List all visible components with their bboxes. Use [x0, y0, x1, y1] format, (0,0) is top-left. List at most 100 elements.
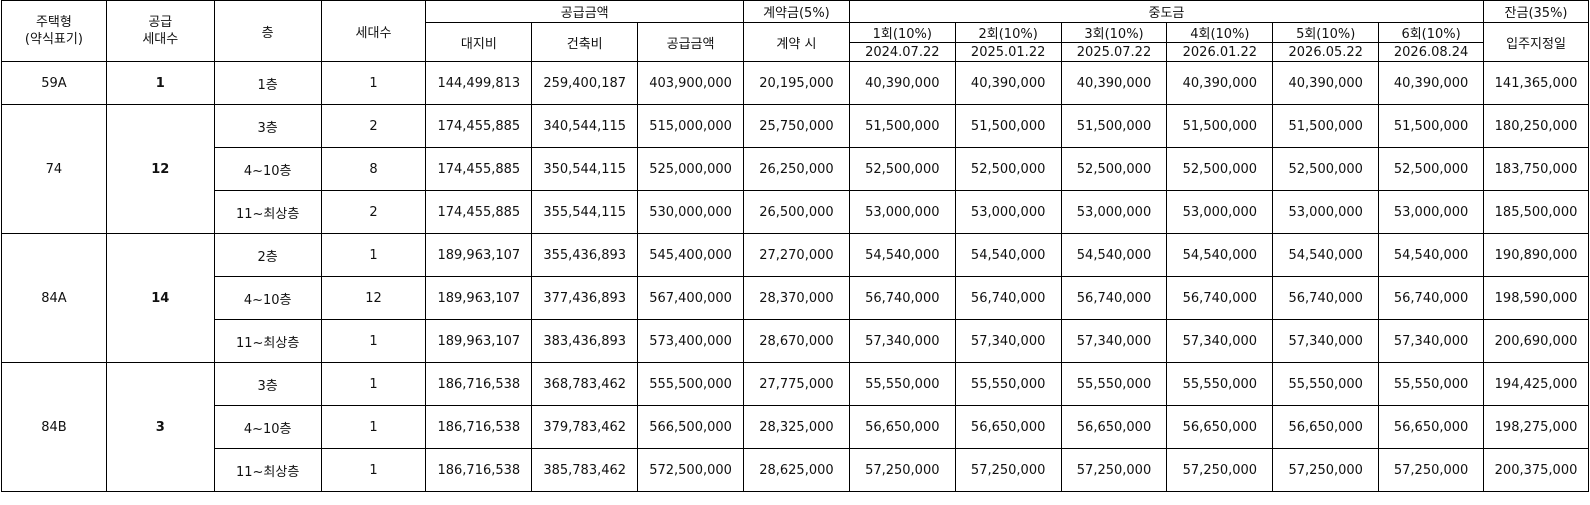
cell-land-cost: 174,455,885 — [425, 147, 533, 191]
cell-land-cost: 174,455,885 — [425, 104, 533, 148]
cell-interim-1: 55,550,000 — [848, 362, 956, 406]
cell-interim-2: 51,500,000 — [954, 104, 1062, 148]
cell-floor: 1층 — [213, 61, 322, 105]
header-supply-amount: 공급금액 — [425, 0, 744, 23]
cell-balance: 185,500,000 — [1483, 190, 1589, 234]
cell-interim-4: 57,250,000 — [1166, 448, 1274, 492]
cell-building-cost: 259,400,187 — [531, 61, 639, 105]
cell-interim-2: 55,550,000 — [954, 362, 1062, 406]
table-row: 59A 1 1층 1 144,499,813 259,400,187 403,900,000… — [1, 61, 1589, 105]
table-row: 4~10층 8 174,455,885 350,544,115 525,000,000 2… — [2, 147, 1589, 191]
cell-interim-6: 52,500,000 — [1378, 147, 1485, 191]
cell-land-cost: 186,716,538 — [425, 448, 533, 492]
cell-interim-6: 56,650,000 — [1378, 405, 1485, 449]
cell-floor: 11~최상층 — [213, 448, 322, 492]
cell-interim-4: 57,340,000 — [1166, 319, 1274, 363]
cell-building-cost: 379,783,462 — [531, 405, 639, 449]
cell-interim-4: 40,390,000 — [1166, 61, 1274, 105]
cell-interim-5: 54,540,000 — [1272, 233, 1380, 277]
table-header: 주택형 (약식표기) 공급 세대수 층 세대수 공급금액 계약금(5%) 중도금… — [1, 0, 1589, 62]
cell-balance: 180,250,000 — [1483, 104, 1589, 148]
cell-interim-3: 52,500,000 — [1060, 147, 1168, 191]
cell-deposit: 26,250,000 — [743, 147, 850, 191]
cell-interim-5: 57,250,000 — [1272, 448, 1380, 492]
cell-floor: 2층 — [213, 233, 322, 277]
cell-building-cost: 340,544,115 — [531, 104, 639, 148]
cell-interim-4: 56,650,000 — [1166, 405, 1274, 449]
header-deposit: 계약금(5%) — [743, 0, 850, 23]
cell-interim-6: 56,740,000 — [1378, 276, 1485, 320]
header-balance: 잔금(35%) — [1483, 0, 1589, 23]
table-row: 74 12 3층 2 174,455,885 340,544,115 515,000,000… — [1, 104, 1589, 234]
cell-land-cost: 189,963,107 — [425, 233, 533, 277]
cell-building-cost: 368,783,462 — [531, 362, 639, 406]
cell-deposit: 28,325,000 — [743, 405, 850, 449]
header-supply-units: 공급 세대수 — [105, 0, 215, 62]
cell-interim-3: 40,390,000 — [1060, 61, 1168, 105]
cell-supply-total: 515,000,000 — [637, 104, 744, 148]
cell-interim-5: 53,000,000 — [1272, 190, 1380, 234]
cell-land-cost: 186,716,538 — [425, 405, 533, 449]
cell-floor: 4~10층 — [213, 276, 322, 320]
cell-interim-5: 55,550,000 — [1272, 362, 1380, 406]
table-row: 11~최상층 2 174,455,885 355,544,115 530,000,000… — [2, 190, 1589, 234]
cell-households: 1 — [320, 448, 427, 492]
cell-housing-type: 59A — [1, 61, 107, 105]
cell-households: 1 — [320, 405, 427, 449]
header-interim-round-1: 1회(10%) — [848, 22, 956, 43]
cell-households: 1 — [320, 362, 427, 406]
header-building-cost: 건축비 — [531, 22, 639, 62]
cell-balance: 194,425,000 — [1483, 362, 1589, 406]
cell-land-cost: 189,963,107 — [425, 319, 533, 363]
cell-building-cost: 383,436,893 — [531, 319, 639, 363]
cell-interim-6: 40,390,000 — [1378, 61, 1485, 105]
cell-interim-4: 56,740,000 — [1166, 276, 1274, 320]
supply-price-table: 주택형 (약식표기) 공급 세대수 층 세대수 공급금액 계약금(5%) 중도금… — [1, 0, 1589, 492]
cell-land-cost: 174,455,885 — [425, 190, 533, 234]
cell-interim-1: 40,390,000 — [848, 61, 956, 105]
cell-interim-3: 54,540,000 — [1060, 233, 1168, 277]
cell-interim-3: 55,550,000 — [1060, 362, 1168, 406]
cell-interim-3: 53,000,000 — [1060, 190, 1168, 234]
cell-interim-6: 53,000,000 — [1378, 190, 1485, 234]
cell-supply-total: 566,500,000 — [637, 405, 744, 449]
cell-interim-3: 56,740,000 — [1060, 276, 1168, 320]
cell-supply-units: 12 — [105, 104, 215, 234]
cell-deposit: 28,370,000 — [743, 276, 850, 320]
header-interim-round-5: 5회(10%) — [1272, 22, 1380, 43]
cell-households: 8 — [320, 147, 427, 191]
cell-interim-3: 51,500,000 — [1060, 104, 1168, 148]
cell-interim-2: 52,500,000 — [954, 147, 1062, 191]
cell-interim-5: 40,390,000 — [1272, 61, 1380, 105]
cell-floor: 11~최상층 — [213, 319, 322, 363]
cell-interim-6: 57,250,000 — [1378, 448, 1485, 492]
header-interim-date-5: 2026.05.22 — [1272, 42, 1380, 62]
cell-interim-4: 53,000,000 — [1166, 190, 1274, 234]
header-interim-round-2: 2회(10%) — [954, 22, 1062, 43]
header-balance-date: 입주지정일 — [1483, 22, 1589, 62]
cell-interim-2: 40,390,000 — [954, 61, 1062, 105]
cell-interim-3: 57,250,000 — [1060, 448, 1168, 492]
cell-interim-6: 57,340,000 — [1378, 319, 1485, 363]
cell-floor: 11~최상층 — [213, 190, 322, 234]
cell-deposit: 25,750,000 — [743, 104, 850, 148]
cell-interim-1: 53,000,000 — [848, 190, 956, 234]
header-land-cost: 대지비 — [425, 22, 533, 62]
cell-interim-2: 56,650,000 — [954, 405, 1062, 449]
cell-supply-total: 555,500,000 — [637, 362, 744, 406]
cell-land-cost: 144,499,813 — [425, 61, 533, 105]
cell-balance: 198,590,000 — [1483, 276, 1589, 320]
cell-interim-2: 57,340,000 — [954, 319, 1062, 363]
header-interim-round-6: 6회(10%) — [1378, 22, 1485, 43]
cell-supply-units: 1 — [105, 61, 215, 105]
cell-balance: 200,375,000 — [1483, 448, 1589, 492]
cell-balance: 198,275,000 — [1483, 405, 1589, 449]
header-interim-date-6: 2026.08.24 — [1378, 42, 1485, 62]
cell-balance: 141,365,000 — [1483, 61, 1589, 105]
cell-supply-total: 525,000,000 — [637, 147, 744, 191]
cell-floor: 3층 — [213, 104, 322, 148]
cell-building-cost: 350,544,115 — [531, 147, 639, 191]
header-floor: 층 — [213, 0, 322, 62]
cell-interim-1: 54,540,000 — [848, 233, 956, 277]
cell-supply-total: 567,400,000 — [637, 276, 744, 320]
